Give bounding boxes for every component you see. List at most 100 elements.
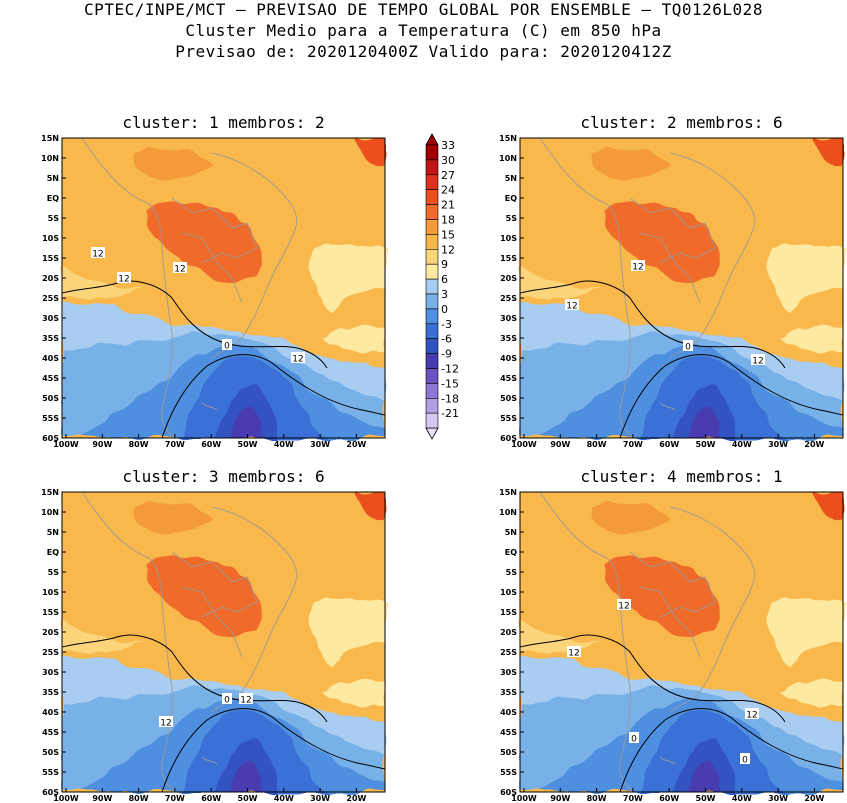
colorbar-level-label: 9: [441, 258, 448, 271]
lat-tick-label: 35S: [500, 688, 517, 697]
map-panel-2: 12 12 12 0 15N 10N 5N EQ 5S 10S 15S 20S 25S 30S 35S 40S…: [499, 134, 844, 449]
colorbar-level-label: 30: [441, 154, 455, 167]
colorbar-level-label: 6: [441, 273, 448, 286]
lat-tick-label: EQ: [505, 548, 517, 557]
lat-tick-label: 25S: [500, 294, 517, 303]
contour-label-12-text: 12: [752, 357, 763, 367]
panel-2-title: cluster: 2 membros: 6: [580, 113, 783, 132]
lon-tick-label: 60W: [201, 440, 221, 449]
lat-tick-label: 40S: [500, 354, 517, 363]
contour-label-12-text: 12: [292, 355, 303, 365]
lon-tick-label: 70W: [165, 440, 185, 449]
contour-label-12: 12: [631, 260, 645, 273]
colorbar-cell: [425, 204, 439, 220]
contour-label-12: 12: [291, 352, 305, 365]
temperature-field: [62, 138, 385, 438]
colorbar-top-arrow: [425, 133, 439, 146]
lon-tick-label: 70W: [623, 794, 643, 803]
lon-tick-label: 30W: [768, 440, 788, 449]
lon-tick-label: 50W: [696, 794, 716, 803]
colorbar-level-label: 18: [441, 214, 455, 227]
colorbar-cell: [425, 174, 439, 191]
figure-title: CPTEC/INPE/MCT – PREVISAO DE TEMPO GLOBA…: [84, 0, 763, 19]
lat-tick-label: 15S: [500, 608, 517, 617]
temperature-field: [520, 138, 843, 438]
lon-tick-label: 70W: [623, 440, 643, 449]
colorbar-level-label: 33: [441, 139, 455, 152]
contour-label-0: 0: [222, 693, 232, 706]
lat-tick-label: 20S: [42, 628, 59, 637]
lat-tick-label: 50S: [42, 748, 59, 757]
lon-tick-label: 80W: [129, 794, 149, 803]
colorbar-level-label: -21: [441, 407, 459, 420]
colorbar-bottom-arrow: [425, 427, 439, 440]
lat-tick-label: 5N: [505, 174, 517, 183]
lat-tick-label: EQ: [505, 194, 517, 203]
contour-label-12-text: 12: [568, 649, 579, 659]
contour-label-12: 12: [745, 708, 759, 721]
colorbar-level-label: -18: [441, 392, 459, 405]
lat-tick-label: 30S: [500, 668, 517, 677]
lat-tick-label: EQ: [47, 548, 59, 557]
contour-label-12: 12: [751, 354, 765, 367]
contour-label-0-text: 0: [685, 343, 691, 353]
colorbar-cell: [425, 219, 439, 235]
lat-tick-label: 30S: [500, 314, 517, 323]
lon-tick-label: 60W: [659, 794, 679, 803]
contour-label-12-text: 12: [92, 250, 103, 260]
lon-tick-label: 80W: [587, 794, 607, 803]
lat-tick-label: 15N: [499, 134, 517, 143]
lon-tick-label: 70W: [165, 794, 185, 803]
contour-label-0: 0: [740, 753, 750, 766]
forecast-dates: Previsao de: 2020120400Z Valido para: 20…: [175, 42, 672, 61]
lat-tick-label: 5S: [48, 568, 60, 577]
lon-tick-label: 30W: [310, 440, 330, 449]
lat-tick-label: 15N: [41, 488, 59, 497]
lat-tick-label: 10N: [41, 154, 59, 163]
lon-tick-label: 100W: [53, 794, 79, 803]
colorbar-cell: [425, 353, 439, 369]
colorbar-level-label: -9: [441, 348, 452, 361]
colorbar-cell: [425, 368, 439, 384]
figure-subtitle: Cluster Medio para a Temperatura (C) em …: [185, 21, 662, 40]
colorbar-cell: [425, 234, 439, 250]
contour-label-12-text: 12: [618, 602, 629, 612]
lat-tick-label: 35S: [42, 688, 59, 697]
colorbar-cell: [425, 189, 439, 205]
panel-1-title: cluster: 1 membros: 2: [122, 113, 325, 132]
map-frame: [61, 137, 386, 439]
contour-label-0-text: 0: [742, 756, 748, 766]
lat-tick-label: 10S: [42, 234, 59, 243]
colorbar-level-label: 12: [441, 243, 455, 256]
lat-tick-label: 55S: [42, 414, 59, 423]
panel-4-title: cluster: 4 membros: 1: [580, 467, 783, 486]
lat-tick-label: 60S: [42, 434, 59, 443]
lon-tick-label: 60W: [659, 440, 679, 449]
colorbar-cell: [425, 383, 439, 399]
lon-tick-label: 80W: [587, 440, 607, 449]
lon-tick-label: 100W: [511, 440, 537, 449]
colorbar-cell: [425, 249, 439, 265]
lat-tick-label: 40S: [42, 708, 59, 717]
contour-label-12: 12: [565, 299, 579, 312]
contour-label-12-text: 12: [240, 696, 251, 706]
map-frame: [61, 491, 386, 793]
lat-tick-label: 35S: [42, 334, 59, 343]
colorbar-cell: [425, 412, 439, 429]
lat-tick-label: 60S: [42, 788, 59, 797]
lon-tick-label: 100W: [511, 794, 537, 803]
lat-tick-label: 15N: [41, 134, 59, 143]
contour-label-0: 0: [222, 339, 232, 352]
lat-tick-label: 60S: [500, 788, 517, 797]
lat-tick-label: 50S: [42, 394, 59, 403]
lon-tick-label: 30W: [310, 794, 330, 803]
lon-tick-label: 20W: [346, 440, 366, 449]
lat-tick-label: 15S: [42, 608, 59, 617]
lat-tick-label: 20S: [500, 628, 517, 637]
lat-tick-label: 10S: [500, 588, 517, 597]
colorbar-level-label: -6: [441, 333, 452, 346]
lat-tick-label: 5N: [47, 528, 59, 537]
lat-tick-label: 45S: [42, 374, 59, 383]
contour-label-0-text: 0: [224, 696, 230, 706]
